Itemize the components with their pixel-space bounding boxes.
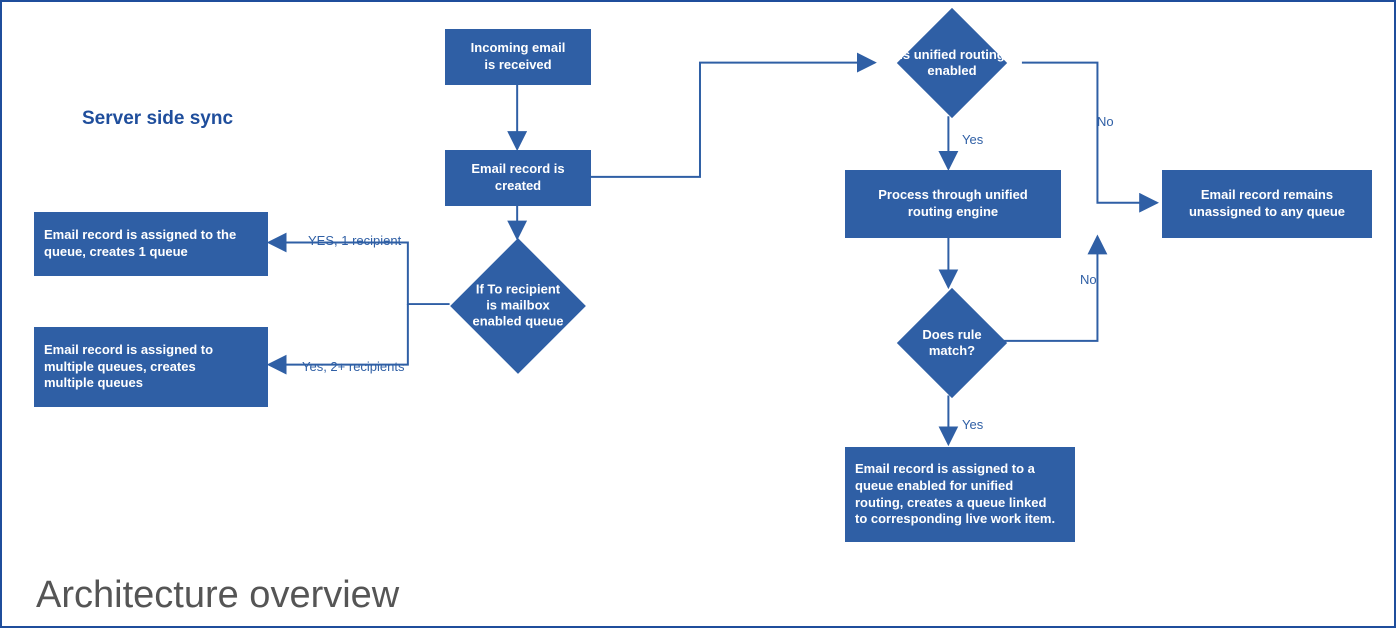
edge-label-unified-no: No [1097, 114, 1114, 129]
node-incoming-email: Incoming emailis received [445, 29, 591, 85]
node-assigned-unified-routing: Email record is assigned to aqueue enabl… [845, 447, 1075, 542]
edge-label-rule-yes: Yes [962, 417, 983, 432]
decision-rule-match: Does rulematch? [897, 288, 1007, 398]
edge-label-unified-yes: Yes [962, 132, 983, 147]
node-assign-one-queue: Email record is assigned to thequeue, cr… [34, 212, 268, 276]
node-remains-unassigned: Email record remainsunassigned to any qu… [1162, 170, 1372, 238]
decision-unified-routing-enabled: Is unified routingenabled [897, 8, 1007, 118]
flowchart-canvas: Server side sync Architecture overview I… [0, 0, 1396, 628]
page-title: Server side sync [82, 108, 233, 130]
node-process-unified-routing: Process through unifiedrouting engine [845, 170, 1061, 238]
edge-label-yes-2r: Yes, 2+ recipients [302, 359, 405, 374]
decision-to-recipient: If To recipientis mailboxenabled queue [450, 238, 586, 374]
node-assign-multiple-queues: Email record is assigned tomultiple queu… [34, 327, 268, 407]
edge-label-rule-no: No [1080, 272, 1097, 287]
page-subtitle: Architecture overview [36, 574, 399, 617]
edges-layer [2, 2, 1394, 626]
node-email-record-created: Email record iscreated [445, 150, 591, 206]
edge-label-yes-1r: YES, 1 recipient [308, 233, 401, 248]
